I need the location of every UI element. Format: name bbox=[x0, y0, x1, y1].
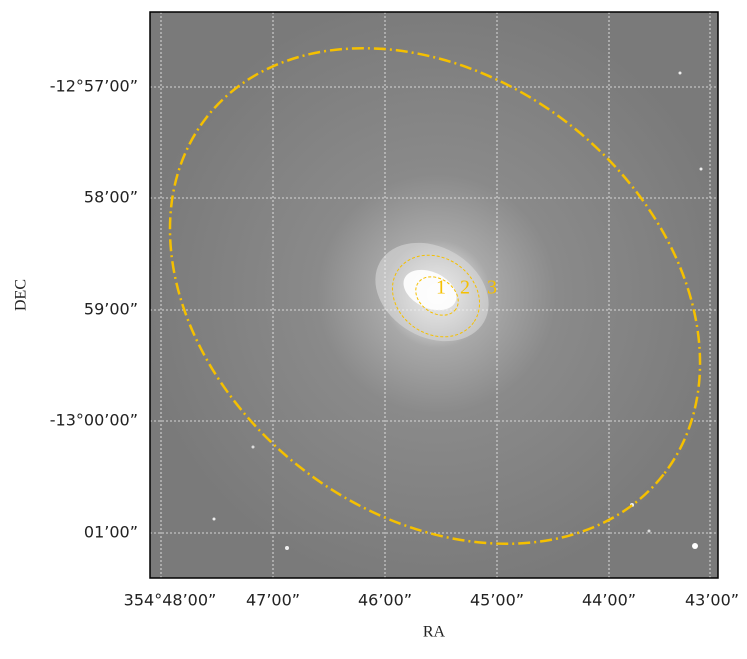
x-ticks: 354°48’00” 47’00” 46’00” 45’00” 44’00” 4… bbox=[124, 591, 739, 610]
y-tick-label: 01’00” bbox=[84, 523, 138, 542]
x-tick-label: 46’00” bbox=[358, 591, 412, 610]
annotation: 3 bbox=[487, 277, 497, 299]
x-tick-label: 354°48’00” bbox=[124, 591, 217, 610]
coordinate-grid bbox=[150, 12, 718, 578]
x-tick-label: 44’00” bbox=[582, 591, 636, 610]
aperture-ellipse bbox=[168, 46, 702, 546]
contour-2 bbox=[391, 254, 481, 338]
annotation: 2 bbox=[460, 277, 470, 299]
y-ticks: -12°57’00” 58’00” 59’00” -13°00’00” 01’0… bbox=[50, 77, 138, 542]
x-tick-label: 43’00” bbox=[685, 591, 739, 610]
x-tick-label: 45’00” bbox=[470, 591, 524, 610]
sky-image bbox=[150, 12, 718, 578]
y-tick-label: 58’00” bbox=[84, 188, 138, 207]
x-tick-label: 47’00” bbox=[246, 591, 300, 610]
contour-1 bbox=[415, 276, 459, 316]
y-tick-label: 59’00” bbox=[84, 300, 138, 319]
annotation: 1 bbox=[436, 277, 446, 299]
y-axis-label: DEC bbox=[13, 279, 30, 311]
x-axis-label: RA bbox=[423, 624, 446, 641]
y-tick-label: -13°00’00” bbox=[50, 411, 138, 430]
y-tick-label: -12°57’00” bbox=[50, 77, 138, 96]
plot-frame bbox=[149, 11, 719, 579]
